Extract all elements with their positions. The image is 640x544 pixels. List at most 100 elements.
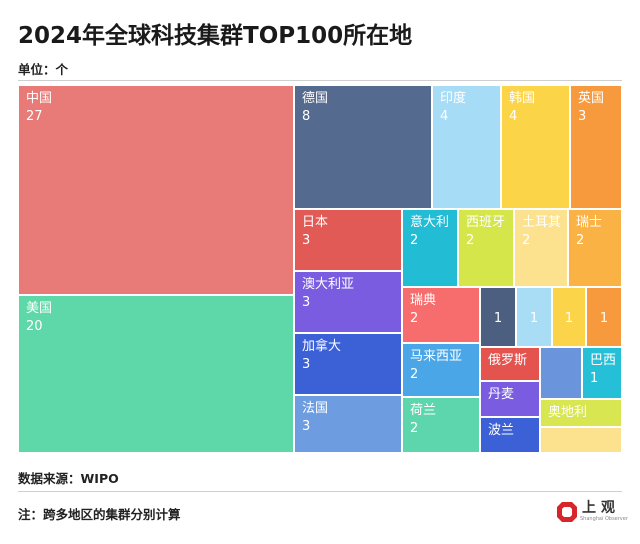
treemap-cell: 法国 3 xyxy=(295,396,401,452)
treemap-rect xyxy=(571,86,621,208)
unit-label: 单位：个 xyxy=(18,62,69,77)
treemap-cell-value: 2 xyxy=(410,311,418,326)
treemap-cell: 丹麦 xyxy=(481,382,539,416)
treemap-cell-value: 3 xyxy=(578,109,586,124)
treemap-rect xyxy=(295,86,431,208)
treemap-chart: 中国27美国20德国8印度4韩国4英国3日本3澳大利亚3加拿大3法国3意大利2西… xyxy=(19,86,621,452)
treemap-cell xyxy=(541,428,621,452)
treemap-cell xyxy=(541,348,581,398)
treemap-rect xyxy=(583,348,621,398)
treemap-cell-value: 1 xyxy=(590,371,598,386)
treemap-rect xyxy=(569,210,621,286)
treemap-cell-value: 20 xyxy=(26,319,43,334)
treemap-cell-label: 印度 xyxy=(440,90,466,106)
logo-text: 上观 xyxy=(582,500,620,516)
treemap-cell-value: 2 xyxy=(466,233,474,248)
treemap-cell-label: 英国 xyxy=(578,91,604,106)
footer-divider xyxy=(18,491,622,492)
treemap-cell-label: 奥地利 xyxy=(548,405,587,420)
treemap-rect xyxy=(541,428,621,452)
logo-mark-icon xyxy=(557,502,577,522)
treemap-cell-value: 3 xyxy=(302,419,310,434)
treemap-cell: 意大利 2 xyxy=(403,210,457,286)
treemap-cell-value: 4 xyxy=(440,109,448,124)
treemap-rect xyxy=(517,288,551,346)
treemap-rect xyxy=(459,210,513,286)
treemap-cell: 波兰 xyxy=(481,418,539,452)
treemap-cell-value: 27 xyxy=(26,109,43,124)
treemap-rect xyxy=(295,210,401,270)
treemap-rect xyxy=(481,348,539,380)
treemap-cell-value: 1 xyxy=(494,311,502,326)
treemap-cell-label: 波兰 xyxy=(488,423,514,438)
treemap-cell-value: 2 xyxy=(522,233,530,248)
treemap-cell-label: 瑞典 xyxy=(410,293,436,308)
treemap-cell-label: 意大利 xyxy=(410,214,449,230)
treemap-rect xyxy=(295,272,401,332)
brand-logo: 上观 Shanghai Observer xyxy=(556,497,628,527)
treemap-cell-label: 丹麦 xyxy=(488,387,514,402)
treemap-cell-label: 瑞士 xyxy=(576,215,602,230)
treemap-cell-label: 俄罗斯 xyxy=(488,353,527,368)
treemap-cell: 英国 3 xyxy=(571,86,621,208)
treemap-rect xyxy=(403,398,479,452)
treemap-cell: 澳大利亚 3 xyxy=(295,272,401,332)
treemap-cell-label: 韩国 xyxy=(509,91,535,106)
source-label: 数据来源：WIPO xyxy=(18,471,119,486)
treemap-cell: 马来西亚 2 xyxy=(403,344,479,396)
treemap-cell-value: 2 xyxy=(410,233,418,248)
treemap-cell-value: 2 xyxy=(410,421,418,436)
treemap-cell: 日本 3 xyxy=(295,210,401,270)
treemap-rect xyxy=(541,348,581,398)
treemap-cell-label: 荷兰 xyxy=(410,403,436,418)
treemap-cell-label: 法国 xyxy=(302,401,328,416)
treemap-cell-label: 澳大利亚 xyxy=(302,276,354,292)
treemap-rect xyxy=(403,288,479,342)
treemap-cell: 土耳其 2 xyxy=(515,210,567,286)
treemap-cell-value: 2 xyxy=(576,233,584,248)
treemap-cell: 西班牙 2 xyxy=(459,210,513,286)
treemap-cell: 美国 20 xyxy=(19,296,293,452)
treemap-cell: 韩国 4 xyxy=(502,86,569,208)
treemap-rect xyxy=(553,288,585,346)
treemap-cell: 俄罗斯 xyxy=(481,348,539,380)
treemap-cell-value: 3 xyxy=(302,357,310,372)
treemap-cell: 1 xyxy=(587,288,621,346)
treemap-cell-value: 3 xyxy=(302,295,310,310)
treemap-cell: 印度 4 xyxy=(433,86,500,208)
treemap-rect xyxy=(481,288,515,346)
treemap-rect xyxy=(403,344,479,396)
treemap-cell-label: 加拿大 xyxy=(302,338,341,354)
treemap-rect xyxy=(19,86,293,294)
treemap-cell-value: 8 xyxy=(302,109,310,124)
treemap-cell: 德国 8 xyxy=(295,86,431,208)
treemap-cell: 荷兰 2 xyxy=(403,398,479,452)
treemap-cell-value: 1 xyxy=(600,311,608,326)
logo-subtext: Shanghai Observer xyxy=(580,516,628,522)
treemap-rect xyxy=(433,86,500,208)
treemap-cell: 1 xyxy=(517,288,551,346)
treemap-rect xyxy=(295,396,401,452)
treemap-cell-value: 2 xyxy=(410,367,418,382)
top-divider xyxy=(18,80,622,81)
treemap-cell-label: 美国 xyxy=(26,301,52,316)
treemap-cell: 巴西 1 xyxy=(583,348,621,398)
treemap-cell-label: 中国 xyxy=(26,91,52,106)
treemap-cell: 1 xyxy=(553,288,585,346)
treemap-cell: 中国 27 xyxy=(19,86,293,294)
treemap-cell: 1 xyxy=(481,288,515,346)
treemap-cell: 加拿大 3 xyxy=(295,334,401,394)
treemap-cell: 瑞士 2 xyxy=(569,210,621,286)
treemap-rect xyxy=(295,334,401,394)
treemap-rect xyxy=(19,296,293,452)
treemap-rect xyxy=(515,210,567,286)
treemap-cell: 瑞典 2 xyxy=(403,288,479,342)
treemap-cell-label: 日本 xyxy=(302,215,328,230)
treemap-rect xyxy=(481,418,539,452)
treemap-rect xyxy=(403,210,457,286)
treemap-cell-value: 3 xyxy=(302,233,310,248)
treemap-rect xyxy=(541,400,621,426)
treemap-cell-label: 西班牙 xyxy=(466,215,505,230)
treemap-cell-value: 4 xyxy=(509,109,517,124)
treemap-cell-value: 1 xyxy=(530,311,538,326)
